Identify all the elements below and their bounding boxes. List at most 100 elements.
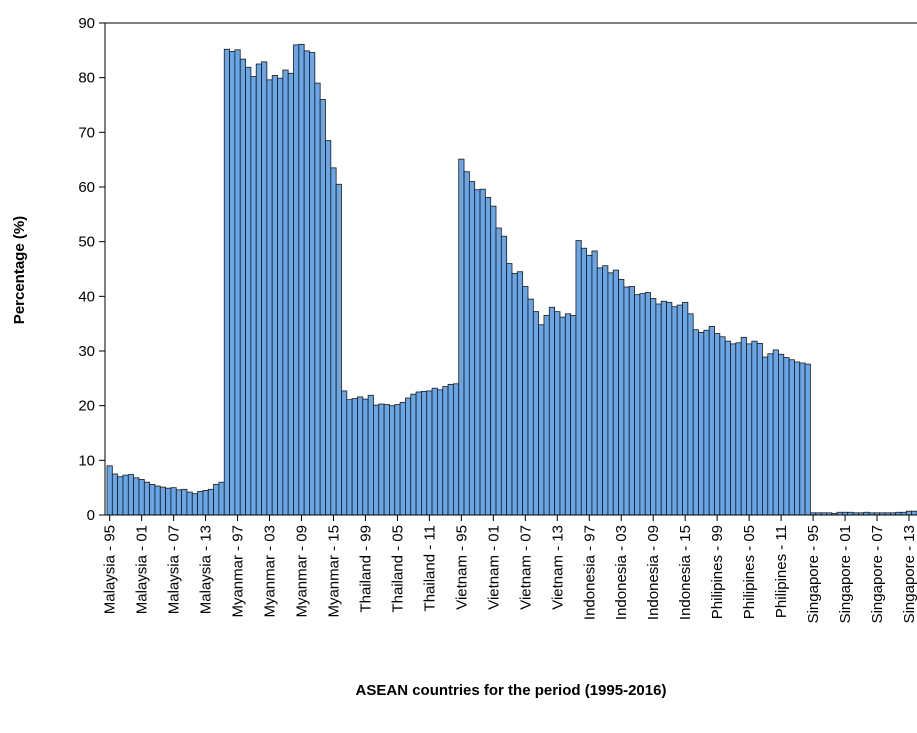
bar: [591, 250, 598, 516]
bar: [117, 476, 124, 516]
bar: [628, 286, 635, 516]
bar: [767, 353, 774, 516]
bar: [362, 398, 369, 516]
bar: [159, 486, 167, 516]
bar: [564, 313, 572, 516]
bar: [522, 286, 529, 516]
bar: [389, 405, 396, 516]
bar: [250, 76, 257, 516]
bar: [554, 311, 561, 516]
bar: [314, 82, 321, 516]
y-tick-label: 10: [78, 452, 95, 469]
bar: [191, 493, 198, 516]
bar: [762, 356, 769, 516]
bar: [245, 66, 252, 516]
bar: [708, 325, 715, 516]
x-tick-label: Vietnam - 95: [453, 525, 470, 610]
x-tick-label: Malaysia - 07: [166, 525, 183, 614]
bar: [202, 489, 209, 516]
bar: [746, 343, 753, 516]
x-tick-label: Singapore - 07: [869, 525, 886, 623]
bar: [458, 158, 465, 516]
bar: [447, 383, 454, 516]
x-tick-label: Vietnam - 07: [517, 525, 534, 610]
bar: [698, 332, 705, 516]
x-tick-label: Vietnam - 13: [549, 525, 566, 610]
x-tick-label: Thailand - 11: [421, 525, 438, 611]
bar: [239, 58, 246, 516]
bar: [490, 205, 497, 516]
bar: [612, 269, 619, 516]
bar: [644, 292, 651, 516]
bar: [783, 357, 790, 516]
bar: [346, 399, 353, 516]
bar: [676, 304, 683, 516]
bar: [341, 390, 348, 516]
bar: [794, 361, 801, 516]
bar: [367, 394, 374, 516]
bar: [479, 188, 486, 516]
bar: [730, 343, 737, 516]
bar: [127, 474, 135, 516]
bar: [282, 69, 289, 516]
bar: [170, 487, 177, 516]
bar: [319, 99, 326, 516]
bar: [452, 383, 460, 516]
bar: [618, 278, 625, 516]
bar: [330, 167, 337, 516]
bar: [575, 240, 582, 516]
bar: [335, 183, 342, 516]
bar: [687, 313, 694, 516]
bar: [399, 401, 406, 516]
x-tick-label: Vietnam - 01: [485, 525, 502, 610]
bar: [516, 271, 524, 516]
bar: [905, 510, 913, 516]
bar: [666, 301, 673, 516]
bar: [474, 189, 481, 516]
bar: [271, 75, 278, 516]
bar: [714, 333, 721, 516]
bar: [639, 293, 646, 516]
x-tick-label: Philipines - 05: [741, 525, 758, 619]
bar: [431, 387, 438, 516]
bar: [436, 389, 444, 516]
bar: [682, 301, 689, 516]
bar: [122, 474, 129, 516]
bar: [133, 477, 140, 516]
bar: [586, 254, 593, 516]
bar: [911, 510, 917, 516]
x-tick-label: Myanmar - 97: [230, 525, 247, 618]
bar: [111, 473, 119, 516]
bar: [410, 393, 417, 516]
bar: [261, 61, 268, 516]
bar: [309, 52, 316, 516]
bar: [383, 404, 390, 516]
bar: [756, 342, 763, 516]
x-tick-label: Malaysia - 95: [102, 525, 119, 614]
bar: [175, 489, 183, 516]
bar: [186, 491, 193, 516]
bar: [788, 359, 795, 516]
x-tick-label: Myanmar - 09: [294, 525, 311, 618]
y-axis-title: Percentage (%): [11, 216, 28, 324]
bar: [181, 488, 188, 516]
bar: [650, 298, 657, 516]
bar: [468, 181, 476, 516]
bar: [548, 306, 556, 516]
y-tick-label: 20: [78, 398, 95, 415]
bar: [660, 300, 667, 516]
bar: [255, 63, 262, 516]
bar: [223, 48, 230, 516]
bar: [218, 481, 225, 516]
x-tick-label: Singapore - 13: [901, 525, 917, 623]
bar: [596, 267, 603, 516]
x-tick-label: Malaysia - 13: [198, 525, 215, 614]
bar: [197, 491, 204, 516]
x-tick-label: Myanmar - 03: [262, 525, 279, 618]
y-tick-label: 0: [87, 507, 95, 524]
bar: [213, 483, 220, 516]
x-tick-label: Singapore - 95: [805, 525, 822, 623]
bar: [607, 272, 614, 516]
bar: [724, 340, 731, 516]
